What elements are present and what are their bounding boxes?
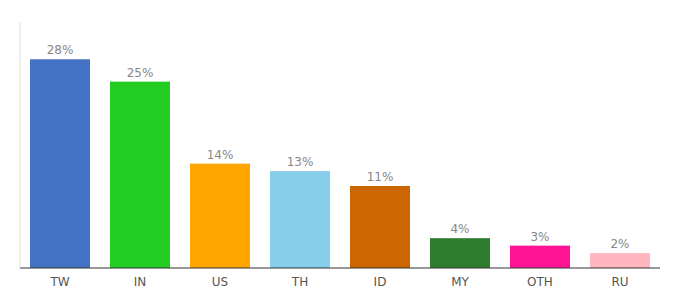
- x-axis-line: [20, 267, 660, 268]
- y-axis-line: [20, 22, 21, 268]
- data-label: 2%: [610, 237, 629, 251]
- data-label: 4%: [450, 222, 469, 236]
- data-label: 14%: [207, 148, 234, 162]
- data-label: 13%: [287, 155, 314, 169]
- bar: [110, 82, 170, 268]
- data-label: 25%: [127, 66, 154, 80]
- bar: [270, 171, 330, 268]
- bar: [30, 59, 90, 268]
- x-tick-label: IN: [134, 275, 147, 289]
- bar: [430, 238, 490, 268]
- bar: [350, 186, 410, 268]
- data-label: 3%: [530, 230, 549, 244]
- x-tick-label: US: [212, 275, 228, 289]
- chart-container: TW IN US TH ID MY OTH RU 28% 25% 14% 13% 11% 4% 3% 2%: [0, 0, 680, 300]
- bars: [30, 59, 650, 268]
- x-tick-label: OTH: [527, 275, 553, 289]
- bar: [590, 253, 650, 268]
- x-tick-label: RU: [611, 275, 628, 289]
- data-label: 11%: [367, 170, 394, 184]
- data-label: 28%: [47, 43, 74, 57]
- x-tick-label: TW: [49, 275, 69, 289]
- data-labels: 28% 25% 14% 13% 11% 4% 3% 2%: [47, 43, 630, 251]
- chart: TW IN US TH ID MY OTH RU 28% 25% 14% 13% 11% 4% 3% 2%: [0, 0, 680, 300]
- bar: [190, 164, 250, 268]
- x-tick-labels: TW IN US TH ID MY OTH RU: [49, 275, 628, 289]
- x-tick-label: MY: [451, 275, 469, 289]
- bar: [510, 246, 570, 268]
- x-tick-label: TH: [291, 275, 308, 289]
- x-tick-label: ID: [374, 275, 387, 289]
